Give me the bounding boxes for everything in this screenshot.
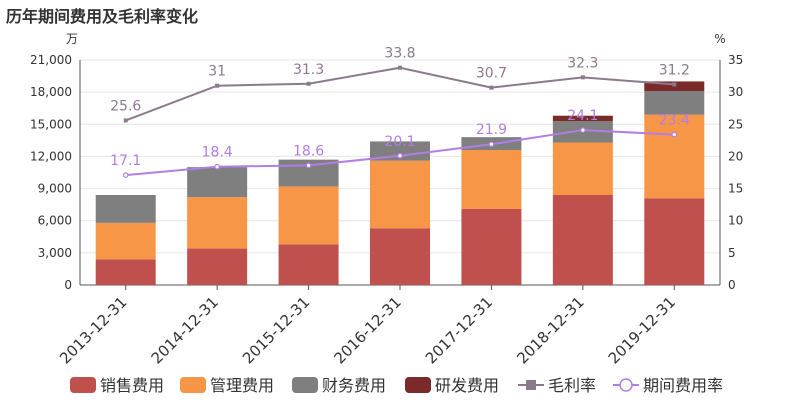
y-right-tick-label: 25 [728, 117, 743, 131]
bar-管理费用 [370, 160, 430, 229]
point-毛利率 [123, 118, 128, 123]
y-right-tick-label: 20 [728, 149, 743, 163]
bar-财务费用 [95, 195, 156, 223]
point-毛利率 [580, 75, 585, 80]
y-left-tick-label: 18,000 [30, 85, 72, 99]
y-left-tick-label: 9,000 [38, 182, 72, 196]
bar-管理费用 [278, 186, 339, 245]
bar-销售费用 [552, 195, 613, 285]
data-label-毛利率: 32.3 [567, 55, 598, 71]
x-tick-label: 2019-12-31 [605, 293, 679, 367]
labels-layer: 25.6 31 31.3 33.8 30.7 32.3 31.2 17.1 18.4 18.6 20… [110, 46, 690, 169]
legend-label-毛利率: 毛利率 [548, 376, 596, 395]
point-毛利率 [398, 65, 402, 70]
legend-swatch-研发费用 [405, 377, 431, 393]
point-毛利率 [306, 81, 311, 86]
x-tick-label: 2016-12-31 [330, 293, 404, 367]
data-label-期间费用率: 18.6 [293, 143, 324, 159]
legend-marker-毛利率 [526, 380, 536, 390]
point-期间费用率 [580, 127, 586, 133]
legend-swatch-销售费用 [70, 377, 96, 393]
y-left-unit-label: 万 [66, 32, 78, 46]
point-期间费用率 [305, 162, 312, 169]
y-right-tick-label: 15 [728, 182, 743, 196]
data-label-毛利率: 33.8 [384, 46, 415, 62]
legend-label-研发费用: 研发费用 [435, 376, 499, 395]
point-期间费用率 [671, 131, 678, 138]
y-left-tick-label: 3,000 [38, 246, 72, 260]
bar-销售费用 [95, 259, 156, 285]
legend-label-销售费用: 销售费用 [100, 376, 164, 395]
bar-财务费用 [644, 91, 705, 115]
y-left-tick-label: 6,000 [38, 214, 72, 228]
data-label-期间费用率: 17.1 [110, 153, 141, 169]
point-期间费用率 [397, 152, 403, 159]
bar-管理费用 [644, 114, 705, 199]
lines-layer [122, 65, 678, 178]
y-right-tick-label: 0 [728, 278, 736, 292]
legend-label-期间费用率: 期间费用率 [643, 376, 723, 395]
x-tick-label: 2014-12-31 [148, 293, 222, 367]
point-期间费用率 [214, 163, 220, 170]
data-label-毛利率: 31 [208, 64, 226, 80]
point-毛利率 [489, 85, 494, 90]
point-期间费用率 [488, 141, 495, 148]
data-label-毛利率: 30.7 [476, 66, 507, 82]
legend-label-管理费用: 管理费用 [210, 376, 274, 395]
y-left-tick-label: 0 [64, 278, 72, 292]
y-right-tick-label: 30 [728, 85, 743, 99]
y-left-tick-label: 15,000 [30, 117, 72, 131]
data-label-毛利率: 31.2 [659, 62, 690, 78]
data-label-期间费用率: 21.9 [476, 122, 507, 138]
y-left-tick-label: 21,000 [30, 53, 72, 67]
bar-研发费用 [552, 115, 613, 122]
data-label-期间费用率: 24.1 [567, 108, 598, 124]
legend-swatch-财务费用 [292, 377, 318, 393]
bar-销售费用 [278, 244, 339, 285]
data-label-期间费用率: 20.1 [384, 134, 415, 150]
data-label-毛利率: 31.3 [293, 62, 324, 78]
legend: 销售费用 管理费用 财务费用 研发费用 毛利率 期间费用率 [70, 376, 723, 395]
bar-销售费用 [461, 208, 522, 285]
x-tick-label: 2013-12-31 [56, 293, 130, 367]
legend-label-财务费用: 财务费用 [322, 376, 386, 395]
bar-销售费用 [187, 248, 248, 285]
bar-管理费用 [187, 197, 248, 249]
y-right-tick-label: 5 [728, 246, 736, 260]
data-label-毛利率: 25.6 [110, 98, 141, 114]
legend-swatch-管理费用 [180, 377, 206, 393]
data-label-期间费用率: 18.4 [202, 145, 233, 161]
y-right-tick-label: 10 [728, 214, 743, 228]
bars-layer [95, 81, 705, 285]
point-期间费用率 [122, 172, 129, 178]
bar-财务费用 [187, 167, 248, 198]
y-left-tick-label: 12,000 [30, 149, 72, 163]
point-毛利率 [672, 82, 677, 87]
bar-管理费用 [552, 142, 613, 195]
x-tick-label: 2015-12-31 [239, 293, 313, 367]
x-tick-label: 2017-12-31 [422, 293, 496, 367]
y-right-unit-label: % [714, 32, 725, 46]
bar-管理费用 [95, 222, 156, 260]
point-毛利率 [215, 83, 220, 88]
y-right-tick-label: 35 [728, 53, 743, 67]
chart-title: 历年期间费用及毛利率变化 [6, 7, 199, 26]
bar-财务费用 [370, 141, 430, 161]
legend-marker-期间费用率 [619, 378, 633, 392]
bar-销售费用 [370, 228, 430, 285]
data-label-期间费用率: 23.4 [659, 113, 690, 129]
bar-销售费用 [644, 198, 705, 285]
x-tick-label: 2018-12-31 [513, 293, 587, 367]
bar-管理费用 [461, 150, 522, 209]
